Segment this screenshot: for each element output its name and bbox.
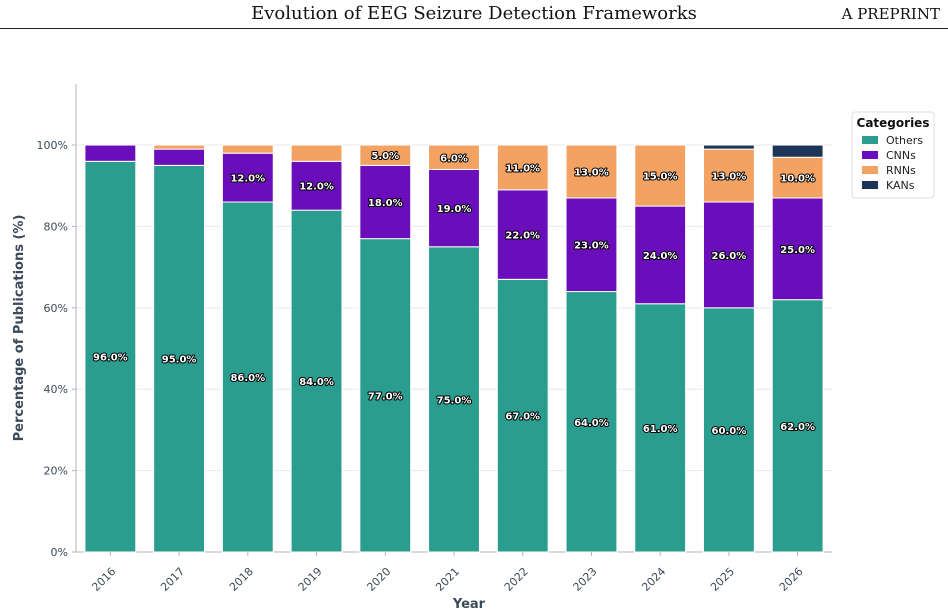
data-label: 6.0%: [440, 153, 468, 164]
y-tick-label: 0%: [51, 546, 68, 559]
bar-rnns-2019: [290, 144, 343, 162]
data-label: 12.0%: [299, 182, 334, 193]
legend-swatch-rnns: [862, 166, 878, 174]
x-tick-label: 2019: [296, 565, 325, 594]
data-label: 61.0%: [643, 424, 678, 435]
bar-rnns-2022: [496, 144, 549, 191]
data-label: 26.0%: [712, 251, 747, 262]
x-tick-label: 2022: [502, 565, 531, 594]
data-label: 22.0%: [505, 231, 540, 242]
x-tick-label: 2025: [708, 565, 737, 594]
bar-cnns-2023: [565, 197, 618, 293]
data-label: 96.0%: [93, 353, 128, 364]
data-label: 12.0%: [230, 174, 265, 185]
data-label: 60.0%: [712, 426, 747, 437]
bar-cnns-2020: [359, 164, 412, 240]
bar-rnns-2024: [634, 144, 687, 207]
data-label: 15.0%: [643, 172, 678, 183]
x-tick-label: 2018: [227, 565, 256, 594]
legend-label-kans: KANs: [886, 179, 915, 192]
bar-others-2018: [221, 201, 274, 553]
x-tick-label: 2017: [158, 565, 187, 594]
bar-others-2026: [771, 299, 824, 553]
bar-others-2020: [359, 238, 412, 553]
bar-others-2023: [565, 291, 618, 553]
legend-label-rnns: RNNs: [886, 164, 916, 177]
data-label: 24.0%: [643, 251, 678, 262]
bar-rnns-2021: [428, 144, 480, 170]
legend-label-others: Others: [886, 134, 923, 147]
bar-kans-2025: [702, 144, 755, 150]
data-label: 23.0%: [574, 241, 609, 252]
x-tick-label: 2026: [777, 565, 806, 594]
data-label: 10.0%: [780, 174, 815, 185]
page-header: Evolution of EEG Seizure Detection Frame…: [0, 0, 948, 32]
preprint-tag: A PREPRINT: [841, 5, 940, 23]
bar-cnns-2024: [634, 205, 687, 305]
y-tick-label: 20%: [44, 465, 68, 478]
data-label: 62.0%: [780, 422, 815, 433]
bar-others-2017: [153, 164, 206, 553]
bar-rnns-2020: [359, 144, 412, 166]
legend-box: [851, 111, 935, 199]
bar-others-2019: [290, 209, 343, 553]
data-label: 95.0%: [162, 355, 197, 366]
data-label: 18.0%: [368, 198, 403, 209]
y-tick-label: 60%: [44, 302, 68, 315]
legend-swatch-cnns: [862, 151, 878, 159]
data-label: 19.0%: [437, 204, 472, 215]
data-label: 25.0%: [780, 245, 815, 256]
bar-rnns-2023: [565, 144, 618, 199]
data-label: 13.0%: [574, 167, 609, 178]
bar-rnns-2026: [771, 156, 824, 199]
bar-others-2024: [634, 303, 687, 553]
data-label: 67.0%: [505, 412, 540, 423]
x-tick-label: 2021: [433, 565, 462, 594]
data-label: 13.0%: [712, 172, 747, 183]
bar-others-2021: [428, 246, 480, 553]
page-title: Evolution of EEG Seizure Detection Frame…: [251, 3, 697, 24]
bar-cnns-2025: [702, 201, 755, 309]
x-axis-title: Year: [452, 597, 486, 612]
data-label: 64.0%: [574, 418, 609, 429]
bar-cnns-2019: [290, 160, 343, 211]
x-tick-label: 2016: [89, 565, 118, 594]
x-tick-label: 2020: [364, 565, 393, 594]
y-tick-label: 100%: [37, 139, 68, 152]
header-rule: [0, 28, 948, 29]
legend-swatch-kans: [862, 181, 878, 189]
bar-cnns-2022: [496, 189, 549, 280]
bar-cnns-2021: [428, 168, 480, 248]
legend-swatch-others: [862, 136, 878, 144]
data-label: 11.0%: [505, 163, 540, 174]
bar-rnns-2017: [153, 144, 206, 150]
data-label: 86.0%: [230, 373, 265, 384]
data-label: 84.0%: [299, 377, 334, 388]
bar-others-2025: [702, 307, 755, 553]
x-tick-label: 2024: [639, 565, 668, 594]
y-tick-label: 80%: [44, 220, 68, 233]
data-label: 75.0%: [437, 395, 472, 406]
bar-others-2022: [496, 278, 549, 553]
y-axis-title: Percentage of Publications (%): [12, 215, 27, 442]
bar-rnns-2025: [702, 148, 755, 203]
x-tick-label: 2023: [571, 565, 600, 594]
data-label: 5.0%: [371, 151, 399, 162]
bar-kans-2026: [771, 144, 824, 158]
bar-cnns-2017: [153, 148, 206, 166]
legend-label-cnns: CNNs: [886, 149, 916, 162]
bar-cnns-2016: [84, 144, 137, 162]
y-tick-label: 40%: [44, 383, 68, 396]
bar-rnns-2018: [221, 144, 274, 154]
legend-title: Categories: [857, 116, 930, 130]
data-label: 77.0%: [368, 391, 403, 402]
